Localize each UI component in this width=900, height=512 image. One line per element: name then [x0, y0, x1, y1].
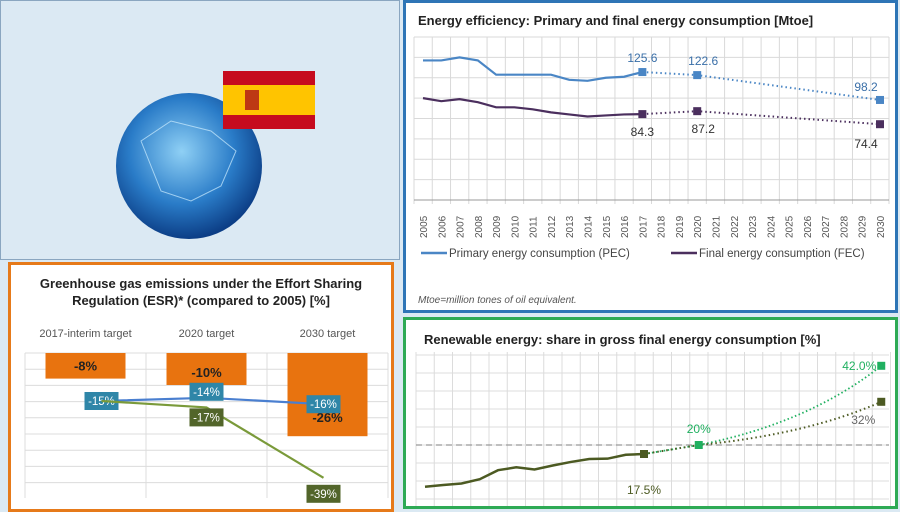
chart-title: Energy efficiency: Primary and final ene… [418, 13, 814, 28]
data-label: 84.3 [631, 125, 655, 139]
data-label: 32% [851, 413, 875, 427]
data-point [693, 107, 702, 116]
x-tick-label: 2023 [748, 215, 759, 238]
target-label: -10% [191, 365, 222, 380]
category-label: 2017-interim target [39, 328, 131, 340]
data-label: 74.4 [854, 137, 878, 151]
x-tick-label: 2019 [675, 215, 686, 238]
spain-flag-icon [223, 71, 315, 129]
data-label: -17% [193, 412, 220, 424]
chart-title: Greenhouse gas emissions under the Effor… [39, 276, 363, 308]
legend-label: Primary energy consumption (PEC) [449, 248, 630, 260]
data-label: 122.6 [688, 54, 718, 68]
x-tick-label: 2028 [839, 215, 850, 238]
data-label: -14% [193, 387, 220, 399]
legend-label: Final energy consumption (FEC) [699, 248, 865, 260]
x-tick-label: 2026 [803, 215, 814, 238]
ghg-panel: Greenhouse gas emissions under the Effor… [8, 262, 394, 512]
country-map-panel [0, 0, 400, 260]
x-tick-label: 2017 [638, 215, 649, 238]
series-line [101, 399, 325, 479]
renewable-panel: Renewable energy: share in gross final e… [403, 317, 898, 509]
x-tick-label: 2008 [474, 215, 485, 238]
x-tick-label: 2015 [602, 215, 613, 238]
x-tick-label: 2007 [456, 215, 467, 238]
chart-note: Mtoe=million tones of oil equivalent. [418, 295, 577, 306]
target-label: -8% [74, 359, 98, 374]
data-point [876, 120, 884, 129]
renewable-chart: 17.5% 20% 42.0% 32% [415, 352, 891, 506]
data-point [693, 71, 702, 80]
x-tick-label: 2029 [858, 215, 869, 238]
data-label: -16% [310, 399, 337, 411]
target-bar [166, 353, 247, 385]
data-point [694, 441, 703, 449]
x-tick-label: 2006 [437, 215, 448, 238]
x-tick-label: 2011 [529, 216, 540, 238]
x-tick-label: 2005 [419, 215, 430, 238]
x-tick-label: 2030 [876, 215, 887, 238]
data-label: 20% [687, 422, 711, 436]
globe-flag-illustration [116, 71, 315, 239]
target-bar [45, 353, 126, 379]
x-tick-label: 2012 [547, 215, 558, 238]
chart-title: Renewable energy: share in gross final e… [424, 332, 821, 347]
label-box [189, 382, 224, 401]
series-line [424, 452, 645, 489]
label-box [306, 395, 341, 414]
target-label: -26% [312, 410, 343, 425]
category-label: 2020 target [179, 328, 235, 340]
data-point [640, 450, 648, 458]
x-tick-label: 2018 [657, 215, 668, 238]
ghg-chart: 2017-interim target 2020 target 2030 targe… [24, 328, 389, 503]
series-line [423, 56, 643, 82]
data-point [638, 110, 647, 119]
category-label: 2030 target [300, 328, 356, 340]
data-label: -39% [310, 489, 337, 501]
projection-line [643, 400, 882, 455]
x-tick-label: 2024 [766, 215, 777, 238]
globe-icon [116, 93, 262, 239]
data-point [877, 397, 886, 406]
x-tick-label: 2016 [620, 215, 631, 238]
data-label: 42.0% [842, 359, 876, 373]
target-bar [287, 353, 368, 437]
data-point [877, 361, 886, 370]
x-tick-label: 2014 [584, 215, 595, 238]
data-label: 125.6 [627, 51, 657, 65]
label-box [306, 484, 341, 503]
x-tick-label: 2020 [693, 215, 704, 238]
x-tick-label: 2010 [510, 215, 521, 238]
x-tick-label: 2022 [730, 215, 741, 238]
data-label: 98.2 [854, 80, 878, 94]
x-tick-label: 2025 [785, 215, 796, 238]
x-tick-label: 2013 [565, 215, 576, 238]
x-tick-label: 2027 [821, 215, 832, 238]
series-line [422, 97, 643, 118]
x-tick-label: 2009 [492, 215, 503, 238]
energy-efficiency-panel: Energy efficiency: Primary and final ene… [403, 0, 898, 313]
x-tick-label: 2021 [711, 215, 722, 238]
data-point [876, 95, 884, 104]
data-label: 87.2 [692, 122, 716, 136]
energy-efficiency-chart: 2005 2006 2007 2008 2009 2010 2011 2012 2013 2014… [413, 36, 890, 260]
data-point [638, 68, 647, 77]
label-box [189, 408, 224, 427]
data-label: 17.5% [627, 483, 661, 497]
